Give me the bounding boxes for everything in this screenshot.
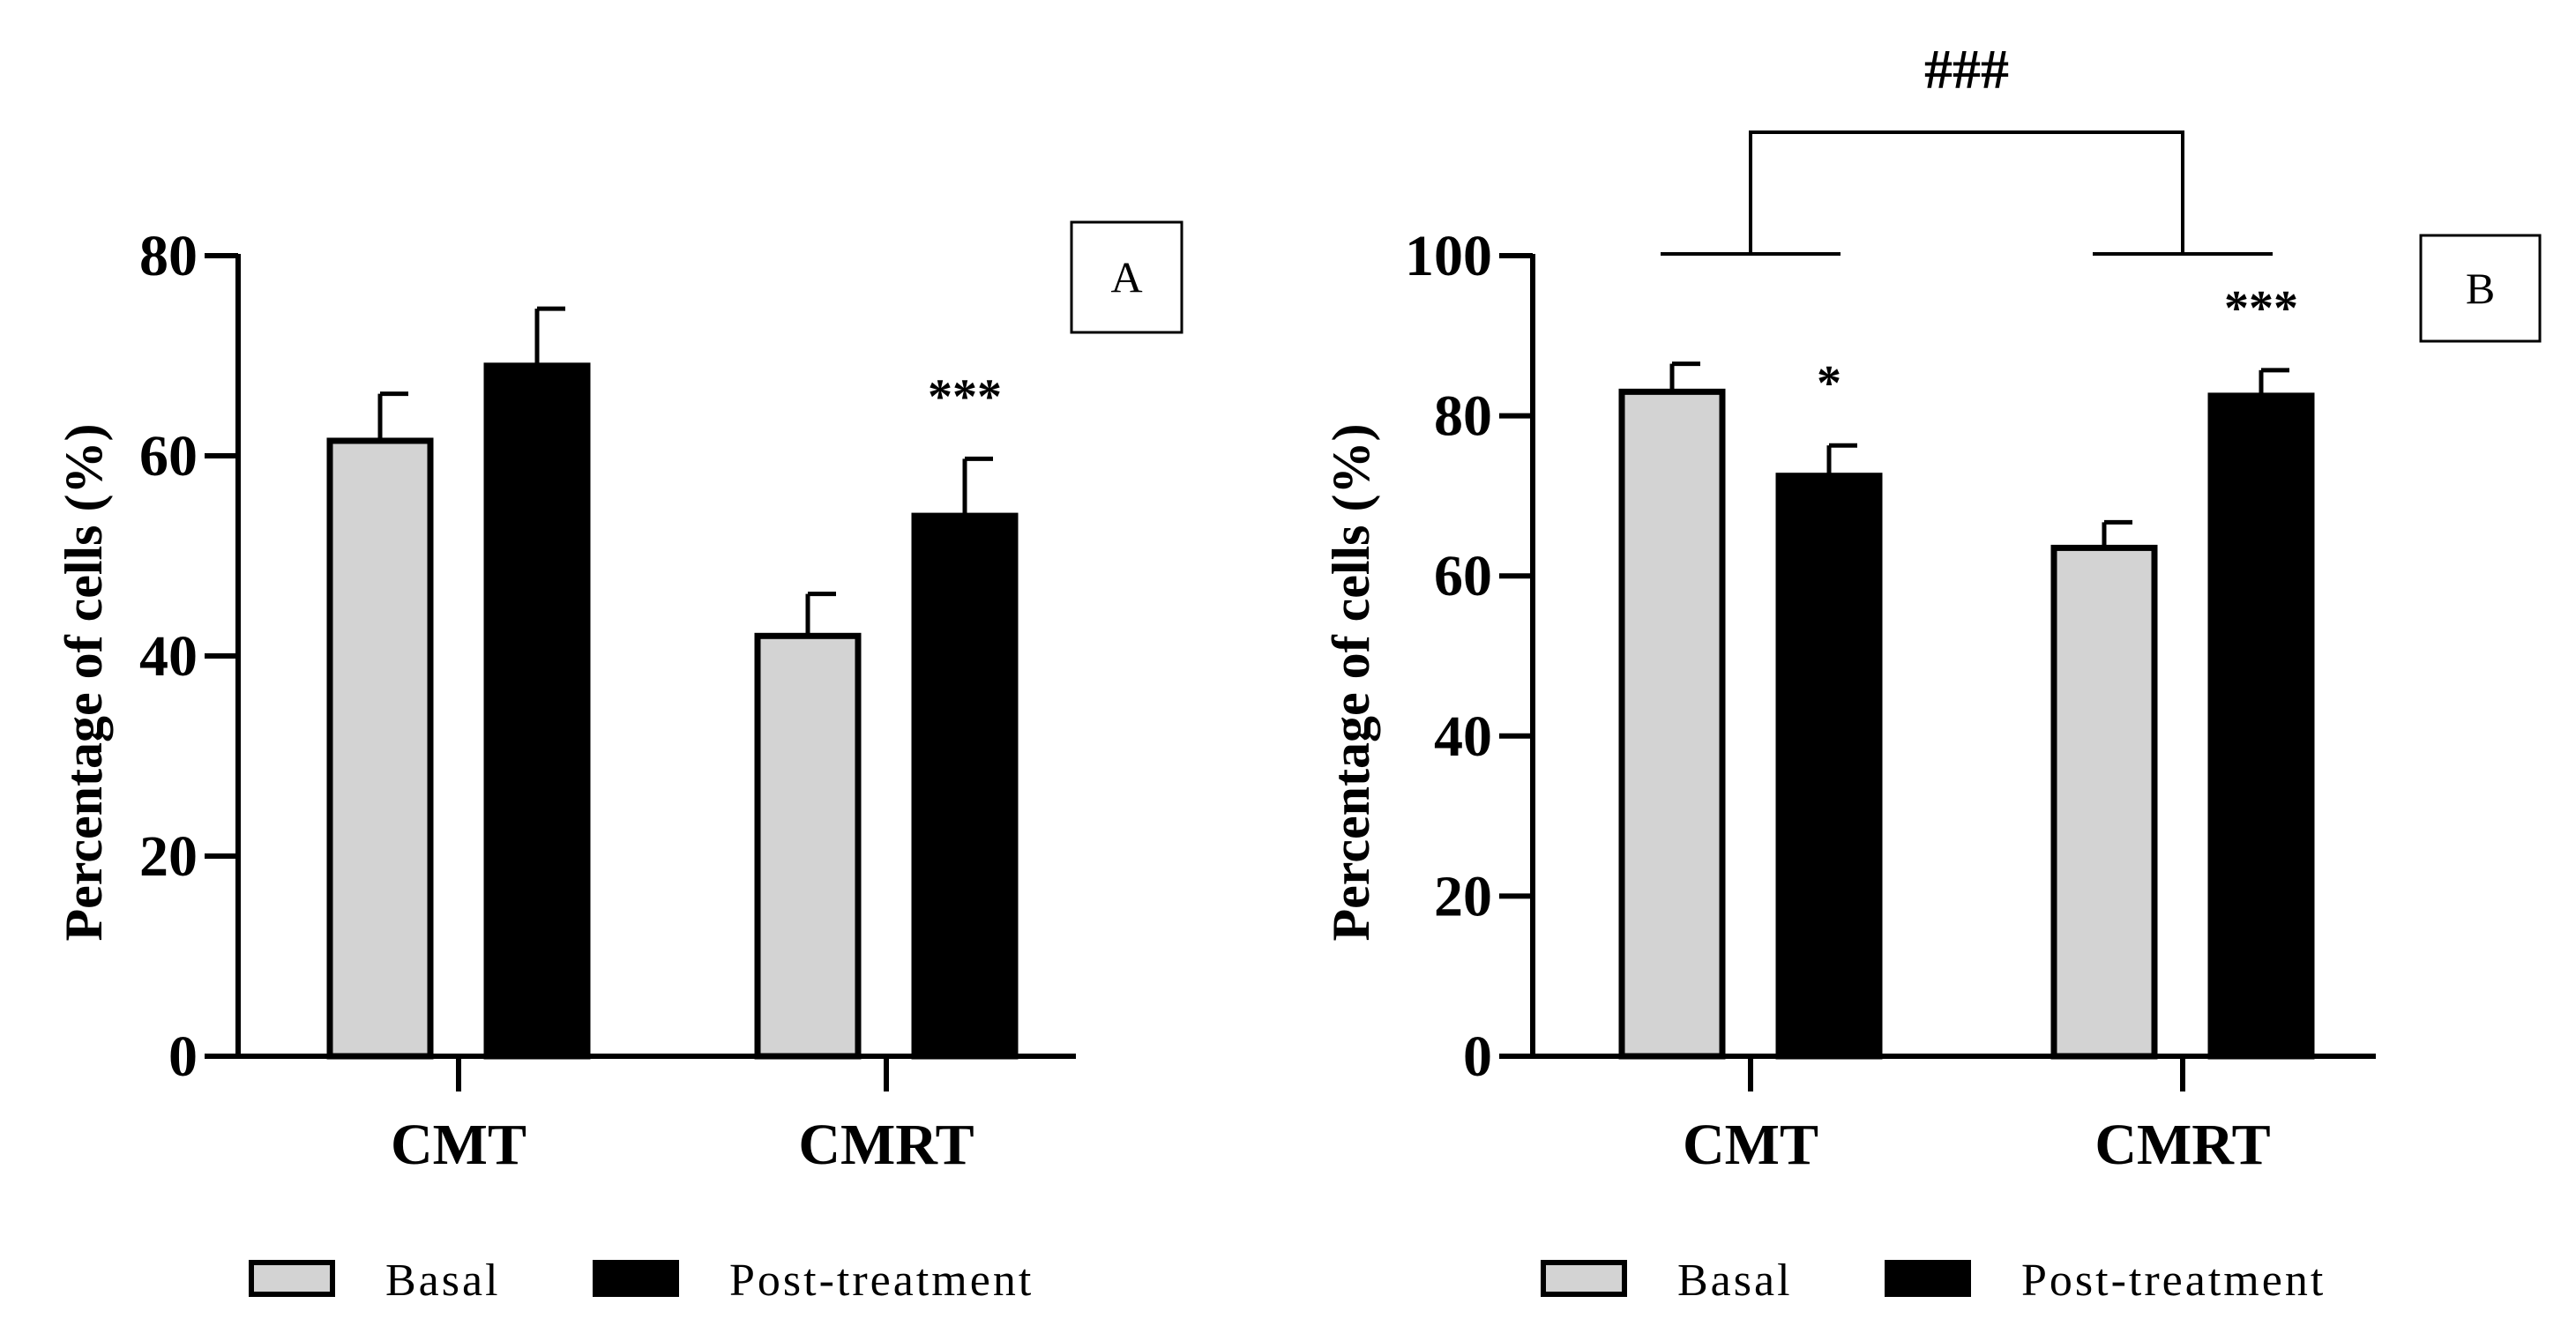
x-tick-label: CMT (1683, 1113, 1818, 1177)
panel-label: B (2466, 264, 2495, 313)
significance-marker: *** (2224, 281, 2298, 336)
legend-swatch-basal (249, 1260, 335, 1297)
legend-swatch-post-treatment (1885, 1260, 1971, 1297)
bar-post-treatment (2207, 392, 2315, 1060)
y-tick-label: 80 (1434, 384, 1492, 449)
y-tick-label: 0 (168, 1024, 198, 1089)
x-tick-label: CMRT (2094, 1113, 2270, 1177)
y-tick-label: 20 (139, 824, 198, 889)
bar-post-treatment (1775, 473, 1883, 1060)
y-tick-label: 60 (1434, 544, 1492, 608)
bar-post-treatment (911, 512, 1019, 1060)
panel-label: A (1110, 253, 1142, 302)
y-tick-label: 60 (139, 424, 198, 488)
legend-label-post-treatment: Post-treatment (729, 1255, 1034, 1306)
bar-post-treatment (483, 362, 591, 1060)
panel-label-box (2419, 234, 2542, 343)
bar-basal (326, 437, 434, 1060)
y-axis-label: Percentage of cells (%) (1322, 424, 1380, 942)
significance-marker: * (1817, 356, 1841, 411)
comparison-bracket (1749, 130, 2184, 254)
legend-swatch-post-treatment (593, 1260, 679, 1297)
x-tick-label: CMT (391, 1113, 526, 1177)
chart-panel-b: 0 20 40 60 80 100 Percentage of cells (%) CMT CM… (1322, 38, 2542, 1306)
y-tick-label: 0 (1463, 1024, 1492, 1089)
legend-label-post-treatment: Post-treatment (2021, 1255, 2326, 1306)
y-tick-label: 20 (1434, 864, 1492, 928)
y-tick-label: 80 (139, 224, 198, 288)
comparison-label: ### (1924, 38, 2009, 101)
bar-basal (2050, 544, 2158, 1060)
x-tick-label: CMRT (798, 1113, 974, 1177)
legend-swatch-basal (1541, 1260, 1627, 1297)
legend-label-basal: Basal (385, 1255, 501, 1306)
y-tick-label: 40 (1434, 704, 1492, 769)
significance-marker: *** (928, 369, 1002, 424)
y-axis-label: Percentage of cells (%) (55, 424, 113, 942)
panel-label-box (1070, 220, 1183, 334)
bar-basal (754, 632, 862, 1060)
chart-panel-a: 0 20 40 60 80 Percentage of cells (%) CMT CMRT *… (55, 220, 1183, 1306)
legend-label-basal: Basal (1677, 1255, 1793, 1306)
bar-basal (1618, 388, 1726, 1060)
y-tick-label: 100 (1405, 224, 1492, 288)
y-tick-label: 40 (139, 624, 198, 689)
